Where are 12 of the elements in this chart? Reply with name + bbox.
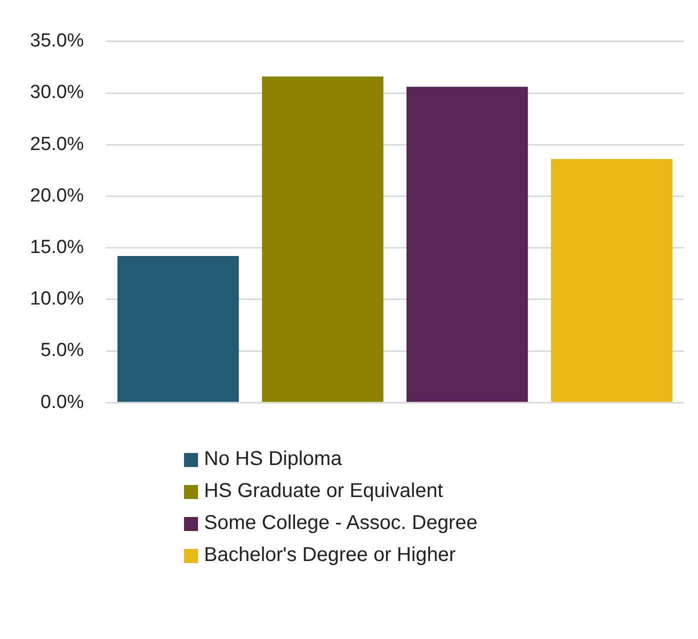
y-tick-label: 10.0% xyxy=(30,288,84,310)
legend-label: Some College - Assoc. Degree xyxy=(204,512,478,535)
legend-label: No HS Diploma xyxy=(204,448,342,471)
legend-label: HS Graduate or Equivalent xyxy=(204,480,444,503)
y-tick-label: 20.0% xyxy=(30,185,84,206)
y-tick-label: 0.0% xyxy=(40,392,84,413)
y-tick-label: 35.0% xyxy=(30,30,84,52)
legend-label: Bachelor's Degree or Higher xyxy=(204,544,456,567)
y-tick-label: 30.0% xyxy=(30,82,84,104)
y-tick-label: 15.0% xyxy=(30,237,84,258)
y-tick-label: 25.0% xyxy=(30,134,84,155)
y-tick-label: 5.0% xyxy=(40,340,84,362)
